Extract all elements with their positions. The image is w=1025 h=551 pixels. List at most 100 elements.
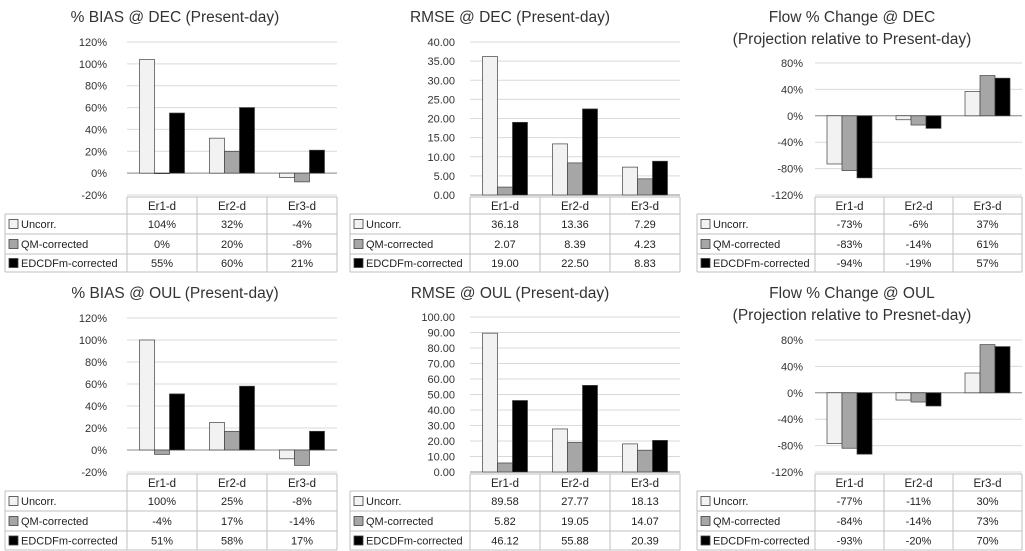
y-tick-label: 35.00 (427, 56, 455, 68)
legend-label: Uncorr. (21, 219, 56, 231)
legend-label: EDCDFm-corrected (366, 536, 463, 548)
bar-er2-d-uncorr (209, 422, 225, 451)
data-label: 19.05 (561, 516, 589, 528)
bar-er1-d-uncorr (139, 339, 155, 451)
data-label: 7.29 (634, 219, 655, 231)
data-label: 17% (291, 536, 313, 548)
y-tick-label: 20.00 (427, 436, 455, 448)
data-label: -84% (837, 516, 863, 528)
bar-er3-d-edcdfm-corrected (309, 430, 325, 451)
y-tick-label: 100.00 (421, 312, 455, 324)
bar-er3-d-qm-corrected (294, 172, 310, 183)
y-tick-label: 40.00 (427, 405, 455, 417)
bar-er1-d-qm-corrected (154, 172, 170, 174)
bar-er2-d-uncorr (895, 115, 912, 121)
x-category-label: Er1-d (835, 201, 863, 213)
bar-er2-d-qm-corrected (910, 392, 927, 403)
y-tick-label: 80% (85, 357, 107, 369)
y-tick-label: 0% (787, 388, 803, 400)
bar-er1-d-qm-corrected (841, 115, 858, 171)
legend-swatch (8, 496, 19, 506)
bar-er3-d-qm-corrected (637, 449, 653, 473)
y-tick-label: -20% (81, 190, 107, 202)
bar-er2-d-uncorr (552, 428, 568, 473)
y-tick-label: 100% (79, 335, 107, 347)
legend-swatch (8, 219, 19, 229)
y-tick-label: 60% (85, 379, 107, 391)
x-category-label: Er2-d (904, 201, 932, 213)
y-tick-label: 100% (79, 59, 107, 71)
legend-swatch (353, 496, 364, 506)
data-label: 5.82 (494, 516, 515, 528)
legend-label: QM-corrected (366, 239, 433, 251)
data-label: 20% (221, 239, 243, 251)
data-label: 30% (976, 496, 998, 508)
legend-label: QM-corrected (713, 516, 780, 528)
y-tick-label: 60% (85, 103, 107, 115)
bar-er3-d-qm-corrected (294, 449, 310, 466)
y-tick-label: 40% (781, 84, 803, 96)
x-category-label: Er1-d (148, 478, 176, 490)
y-tick-label: -120% (771, 190, 803, 202)
data-label: 46.12 (491, 536, 519, 548)
bar-er3-d-uncorr (279, 172, 295, 178)
chart-panel-6: Flow % Change @ OUL (Projection relative … (696, 285, 1023, 551)
bar-er1-d-edcdfm-corrected (169, 112, 185, 174)
chart-panel-2: RMSE @ DEC (Present-day) 0.00 5.00 10.00 15.… (349, 9, 681, 273)
chart-subtitle: (Projection relative to Presnet-day) (733, 307, 972, 324)
bar-er1-d-uncorr (826, 392, 843, 444)
legend-swatch (700, 535, 711, 546)
y-tick-label: 0.00 (434, 190, 455, 202)
y-tick-label: 50.00 (427, 390, 455, 402)
y-tick-label: 60.00 (427, 374, 455, 386)
bar-er1-d-uncorr (482, 332, 498, 473)
bar-er1-d-qm-corrected (497, 186, 513, 196)
bar-er2-d-edcdfm-corrected (239, 385, 255, 451)
legend-label: Uncorr. (713, 496, 748, 508)
legend-label: EDCDFm-corrected (713, 258, 810, 270)
x-category-label: Er1-d (491, 478, 519, 490)
y-tick-label: 5.00 (434, 171, 455, 183)
data-label: 55.88 (561, 536, 589, 548)
data-table: Er1-d Er2-d Er3-d Uncorr. 100% 25% -8% QM-corre… (4, 473, 338, 551)
y-tick-label: 0% (91, 445, 107, 457)
data-label: -4% (292, 219, 312, 231)
x-category-label: Er3-d (288, 201, 316, 213)
legend-swatch (353, 239, 364, 249)
bar-er2-d-uncorr (209, 137, 225, 174)
y-tick-label: 10.00 (427, 152, 455, 164)
chart-panel-4: % BIAS @ OUL (Present-day) -20% 0% 20% 40% 60… (4, 285, 338, 551)
data-label: 17% (221, 516, 243, 528)
bar-er1-d-edcdfm-corrected (169, 393, 185, 451)
legend-swatch (8, 516, 19, 526)
legend-label: Uncorr. (21, 496, 56, 508)
data-label: -4% (152, 516, 172, 528)
bar-er3-d-qm-corrected (637, 178, 653, 196)
legend-swatch (353, 219, 364, 229)
x-category-label: Er2-d (218, 201, 246, 213)
data-label: 58% (221, 536, 243, 548)
y-tick-label: 20% (85, 423, 107, 435)
bar-er1-d-edcdfm-corrected (856, 115, 873, 179)
y-tick-label: 15.00 (427, 133, 455, 145)
bar-er2-d-qm-corrected (224, 150, 240, 174)
data-label: 19.00 (491, 258, 519, 270)
data-label: -8% (292, 239, 312, 251)
legend-label: QM-corrected (21, 516, 88, 528)
x-category-label: Er3-d (288, 478, 316, 490)
data-label: 51% (151, 536, 173, 548)
data-label: -8% (292, 496, 312, 508)
data-label: -20% (906, 536, 932, 548)
bar-er3-d-edcdfm-corrected (994, 77, 1011, 117)
data-label: 20.39 (631, 536, 659, 548)
bar-er3-d-edcdfm-corrected (652, 160, 668, 196)
bar-er3-d-uncorr (964, 372, 981, 394)
data-label: -14% (906, 516, 932, 528)
y-tick-label: 20% (85, 146, 107, 158)
chart-panel-5: RMSE @ OUL (Present-day) 0.00 10.00 20.00 30… (349, 285, 681, 551)
bar-er1-d-edcdfm-corrected (512, 400, 528, 473)
bar-er2-d-edcdfm-corrected (582, 108, 598, 196)
y-tick-label: 70.00 (427, 359, 455, 371)
bar-er3-d-uncorr (622, 166, 638, 196)
legend-swatch (8, 258, 19, 268)
